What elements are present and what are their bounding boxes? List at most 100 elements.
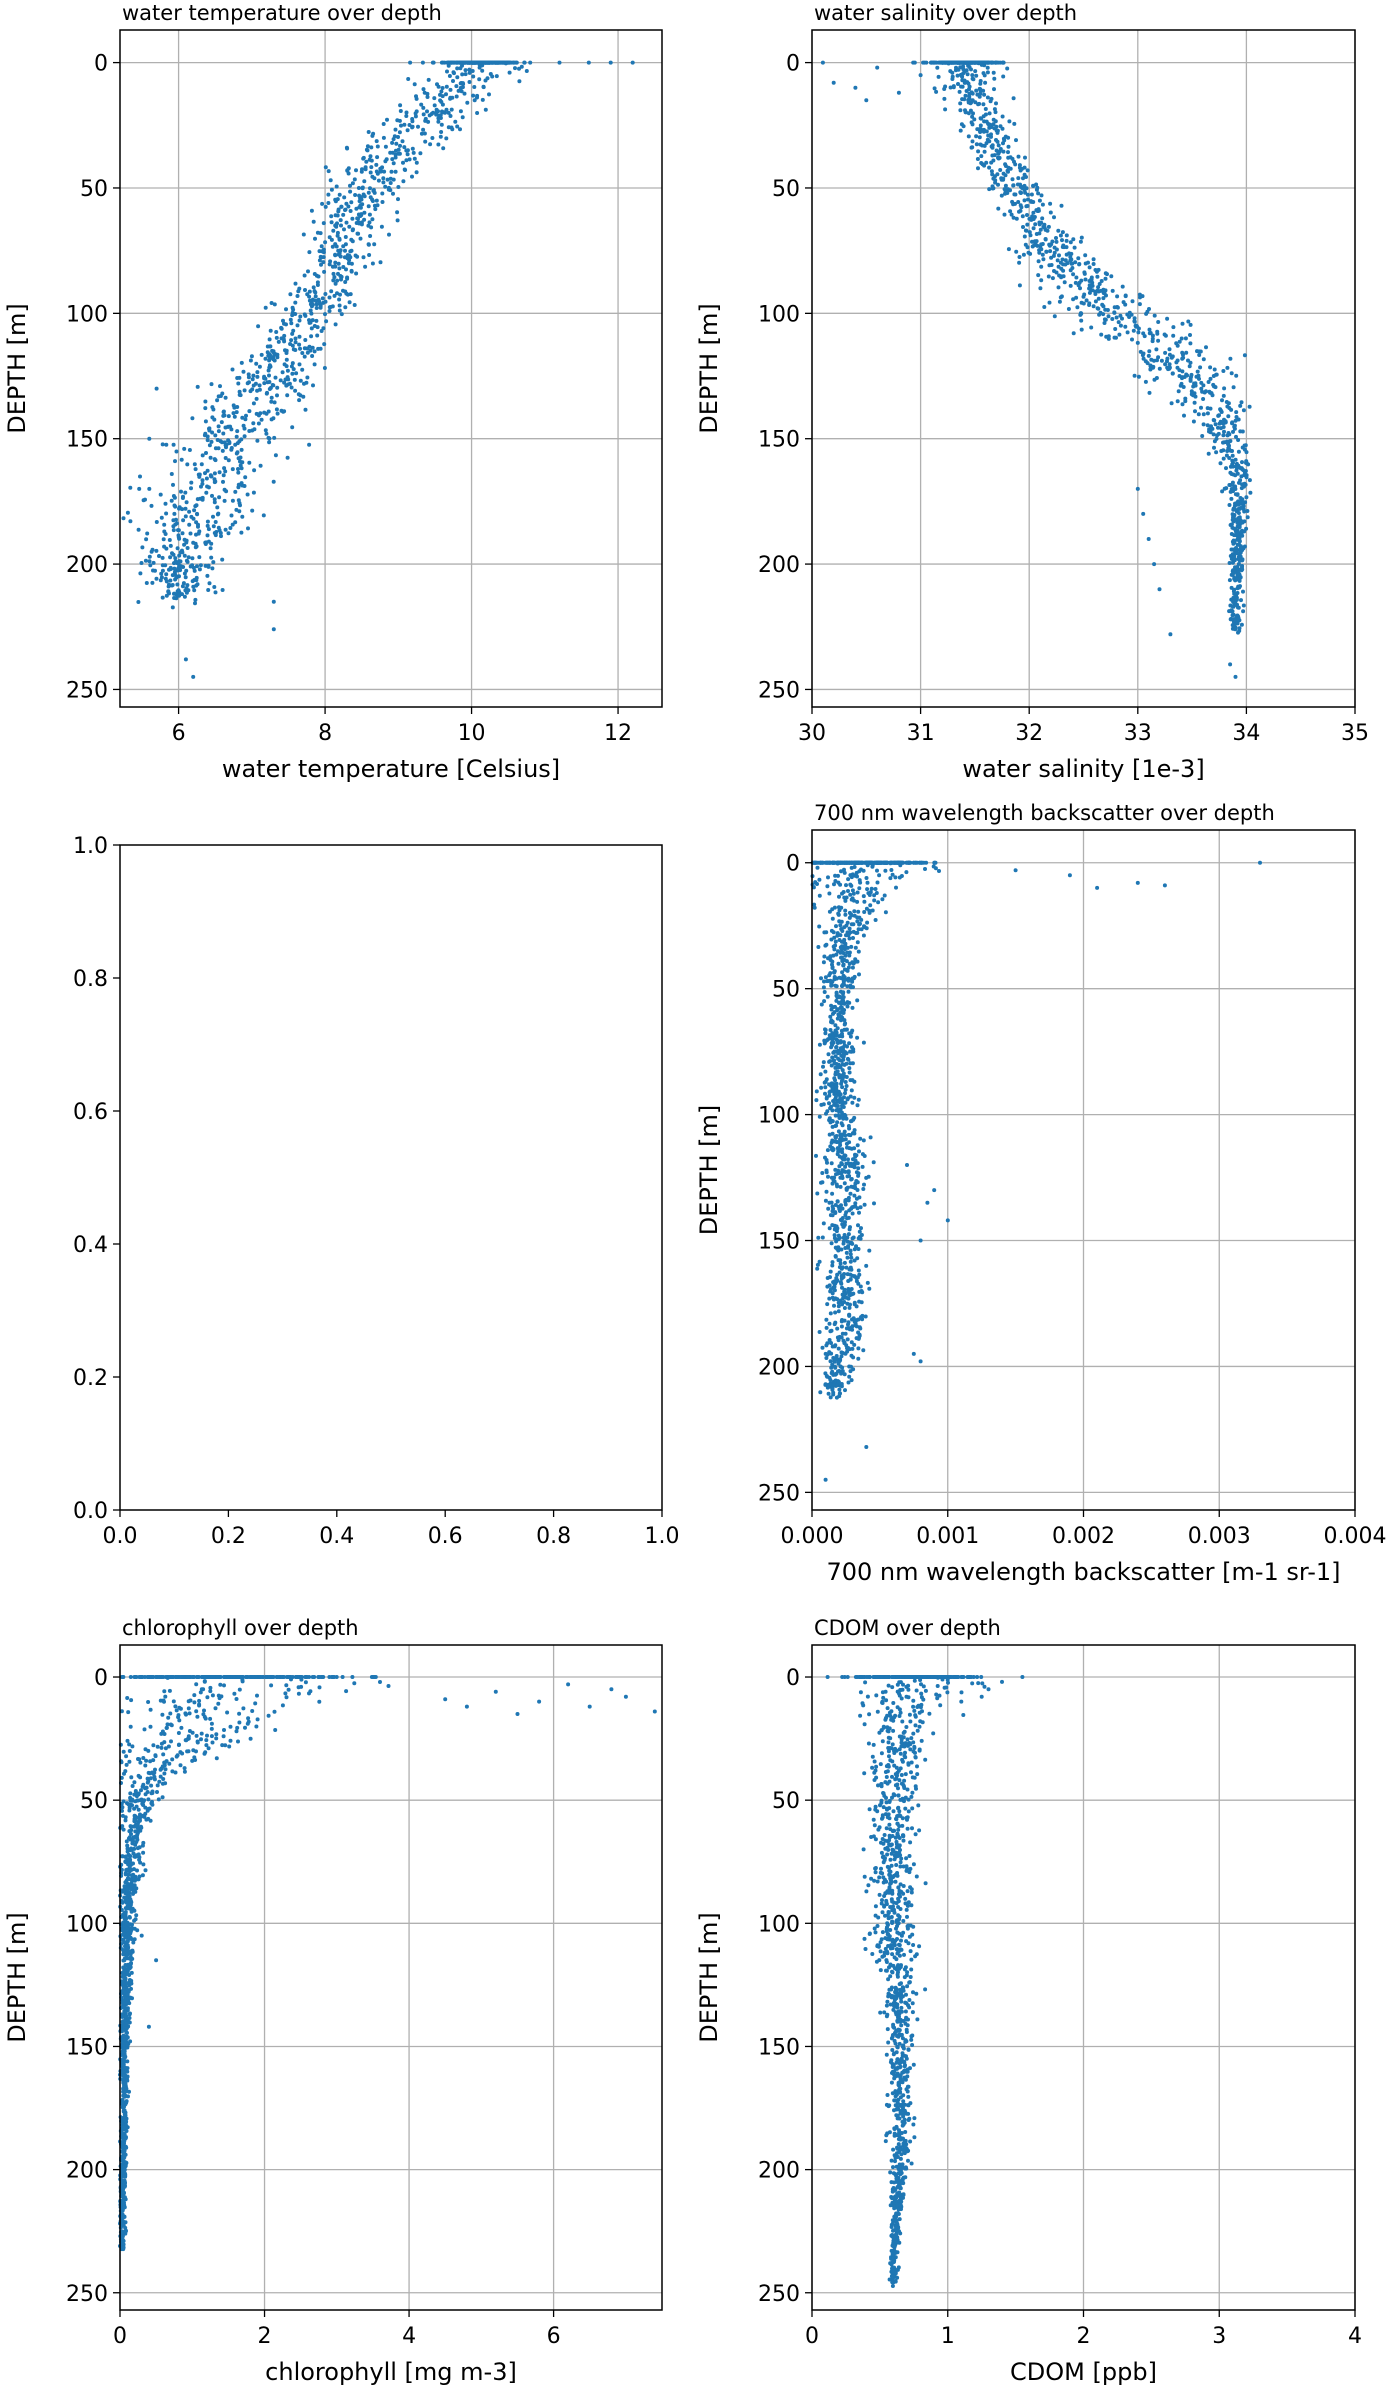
data-point — [1245, 515, 1250, 520]
data-point — [205, 523, 210, 528]
data-point — [1024, 175, 1028, 179]
data-point — [867, 1286, 872, 1291]
data-point — [1170, 371, 1175, 376]
y-tick-label: 150 — [758, 1230, 800, 1255]
data-point — [1014, 138, 1018, 143]
data-point — [849, 1255, 854, 1260]
data-point — [349, 237, 354, 242]
data-point — [1141, 356, 1146, 361]
data-point — [970, 98, 975, 103]
data-point — [293, 340, 298, 345]
data-point — [1165, 365, 1170, 370]
data-point — [937, 869, 941, 873]
data-point — [375, 203, 380, 208]
data-point — [851, 936, 855, 940]
data-point — [258, 411, 263, 416]
data-point — [861, 868, 866, 873]
data-point — [310, 302, 315, 307]
data-point — [831, 944, 836, 949]
data-point — [1231, 538, 1236, 543]
data-point — [838, 1184, 843, 1189]
data-point — [822, 1080, 827, 1085]
data-point — [1081, 294, 1086, 299]
data-point — [226, 424, 231, 429]
data-point — [1132, 319, 1137, 324]
data-point — [203, 419, 208, 424]
data-point — [1030, 239, 1034, 244]
data-point — [1231, 571, 1236, 576]
data-point — [498, 60, 503, 65]
data-point — [829, 983, 834, 988]
data-point — [229, 513, 234, 518]
data-point — [963, 93, 968, 98]
data-point — [170, 573, 175, 578]
data-point — [844, 1210, 849, 1215]
data-point — [832, 970, 837, 975]
data-point — [1076, 256, 1081, 261]
data-point — [816, 1235, 821, 1240]
data-point — [1037, 248, 1042, 253]
data-point — [519, 64, 524, 69]
data-point — [1169, 401, 1174, 406]
data-point — [845, 1216, 849, 1221]
data-point — [1154, 376, 1159, 380]
data-point — [1230, 449, 1234, 453]
data-point — [182, 1769, 187, 1774]
data-point — [982, 149, 987, 154]
data-point — [507, 60, 512, 65]
data-point — [147, 554, 152, 559]
data-point — [814, 1153, 818, 1158]
data-point — [842, 867, 846, 872]
data-point — [1247, 478, 1252, 483]
data-point — [315, 333, 320, 338]
data-point — [844, 1186, 849, 1191]
data-point — [426, 119, 431, 124]
data-point — [1048, 201, 1053, 206]
data-point — [390, 157, 395, 162]
data-point — [204, 1743, 209, 1748]
data-point — [212, 585, 217, 589]
data-point — [825, 884, 830, 889]
data-point — [414, 109, 419, 114]
data-point — [1071, 297, 1076, 302]
data-point — [354, 271, 359, 276]
data-point — [183, 514, 188, 519]
data-point — [975, 157, 980, 161]
data-point — [454, 94, 459, 99]
data-point — [367, 220, 372, 225]
data-point — [240, 483, 245, 488]
data-point — [864, 876, 869, 880]
x-tick-label: 0.004 — [1324, 1524, 1387, 1549]
data-point — [1201, 357, 1206, 362]
data-point — [850, 888, 855, 893]
data-point — [331, 228, 336, 233]
data-point — [829, 1003, 834, 1008]
data-point — [841, 962, 846, 967]
data-point — [128, 485, 133, 490]
data-point — [827, 1321, 832, 1326]
data-point — [832, 1233, 837, 1238]
data-point — [943, 84, 948, 89]
data-point — [284, 307, 288, 312]
data-point — [205, 1695, 210, 1700]
data-point — [138, 474, 142, 479]
data-point — [966, 111, 971, 116]
data-point — [888, 860, 893, 865]
data-point — [823, 1477, 828, 1482]
data-point — [856, 1223, 860, 1228]
data-point — [253, 1701, 258, 1706]
data-point — [838, 1280, 843, 1285]
data-point — [199, 1737, 203, 1742]
data-point — [1079, 318, 1084, 323]
data-point — [386, 185, 391, 190]
data-point — [414, 170, 419, 175]
data-point — [830, 1138, 835, 1143]
data-point — [514, 60, 519, 65]
data-point — [846, 989, 851, 994]
data-point — [848, 882, 853, 887]
data-point — [280, 1703, 285, 1708]
data-point — [183, 575, 188, 580]
data-point — [883, 868, 888, 873]
data-point — [836, 961, 841, 966]
data-point — [247, 460, 252, 465]
